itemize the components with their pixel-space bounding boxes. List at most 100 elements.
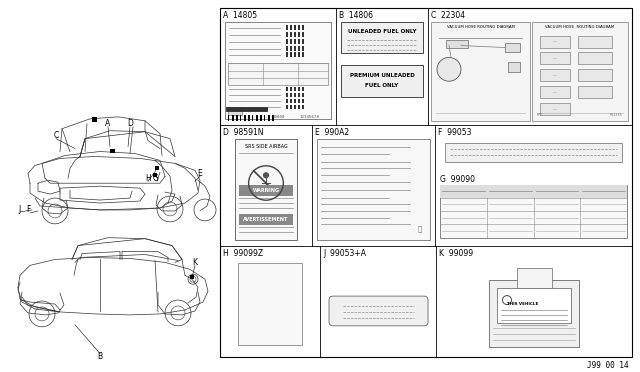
Text: ——: —— (553, 107, 557, 111)
Bar (248, 115, 250, 121)
Bar (540, 36, 570, 48)
Bar (298, 93, 301, 97)
Bar (298, 25, 301, 30)
Bar (298, 45, 301, 51)
Bar (272, 115, 274, 121)
Text: UNLEADED FUEL ONLY: UNLEADED FUEL ONLY (348, 29, 416, 34)
Bar (294, 32, 296, 36)
Bar (236, 115, 238, 121)
Bar (303, 52, 304, 57)
Bar (228, 63, 328, 85)
Bar (298, 99, 301, 103)
Bar (303, 25, 304, 30)
Bar (291, 87, 292, 91)
Text: F: F (26, 205, 30, 214)
Bar (239, 185, 293, 196)
Text: B: B (97, 352, 102, 361)
Text: 12345678: 12345678 (300, 115, 319, 119)
Bar (440, 185, 627, 238)
Text: ——: —— (553, 39, 557, 44)
Bar (303, 93, 304, 97)
Bar (505, 42, 520, 52)
Bar (287, 25, 288, 30)
Bar (287, 105, 288, 109)
Text: C: C (53, 131, 59, 140)
Bar (225, 22, 331, 119)
Bar (446, 39, 468, 48)
Text: FUEL ONLY: FUEL ONLY (365, 83, 399, 88)
Bar (287, 45, 288, 51)
Bar (291, 32, 292, 36)
Bar (232, 115, 234, 121)
Text: ——: —— (553, 90, 557, 94)
Bar (317, 139, 430, 240)
Bar (578, 69, 612, 81)
Bar (298, 52, 301, 57)
Bar (294, 52, 296, 57)
Text: G  99090: G 99090 (440, 174, 475, 184)
Bar (508, 62, 520, 72)
Bar (287, 39, 288, 44)
Bar (532, 22, 628, 121)
Bar (268, 115, 269, 121)
Text: F  99053: F 99053 (438, 128, 472, 137)
Bar (303, 87, 304, 91)
Text: G: G (153, 174, 159, 183)
Bar (264, 115, 265, 121)
Text: D  98591N: D 98591N (223, 128, 264, 137)
Bar (110, 148, 115, 154)
Text: THIS VEHICLE: THIS VEHICLE (507, 302, 538, 306)
Bar (260, 115, 262, 121)
Text: PPP: PPP (537, 113, 543, 117)
Bar (303, 32, 304, 36)
Bar (228, 107, 242, 115)
Bar (228, 115, 229, 121)
Bar (445, 142, 622, 163)
Bar (298, 105, 301, 109)
Text: PREMIUM UNLEADED: PREMIUM UNLEADED (349, 73, 414, 78)
Bar (294, 99, 296, 103)
Text: ——: —— (553, 73, 557, 77)
Bar (287, 99, 288, 103)
Text: A: A (106, 119, 111, 128)
Text: J99 00 14: J99 00 14 (588, 362, 629, 371)
Bar (287, 93, 288, 97)
Bar (153, 173, 157, 177)
Text: SRS SIDE AIRBAG: SRS SIDE AIRBAG (244, 144, 287, 148)
Text: WARNING: WARNING (253, 188, 280, 193)
Bar (431, 22, 530, 121)
Bar (341, 22, 423, 54)
Text: VACUUM HOSE  ROUTING DIAGRAM: VACUUM HOSE ROUTING DIAGRAM (545, 25, 614, 29)
Bar (294, 87, 296, 91)
Bar (540, 52, 570, 64)
Text: V12345: V12345 (611, 113, 623, 117)
Bar (578, 36, 612, 48)
Text: B  14806: B 14806 (339, 11, 373, 20)
Bar (440, 185, 627, 198)
Text: D: D (127, 119, 133, 128)
FancyBboxPatch shape (329, 296, 428, 326)
Bar (92, 117, 97, 122)
Text: J: J (19, 205, 21, 214)
Bar (294, 93, 296, 97)
Bar (540, 86, 570, 98)
Bar (252, 115, 253, 121)
Bar (578, 52, 612, 64)
Text: H  99099Z: H 99099Z (223, 248, 263, 257)
Bar (291, 25, 292, 30)
Text: H: H (145, 174, 151, 183)
Bar (303, 45, 304, 51)
Bar (294, 105, 296, 109)
Bar (497, 288, 571, 323)
Bar (190, 275, 194, 279)
Bar (287, 52, 288, 57)
Bar (517, 268, 552, 288)
Bar (341, 65, 423, 97)
Bar (291, 52, 292, 57)
Text: C  22304: C 22304 (431, 11, 465, 20)
Bar (298, 87, 301, 91)
Bar (220, 8, 632, 356)
Bar (235, 139, 297, 240)
Bar (489, 280, 579, 347)
Bar (303, 105, 304, 109)
